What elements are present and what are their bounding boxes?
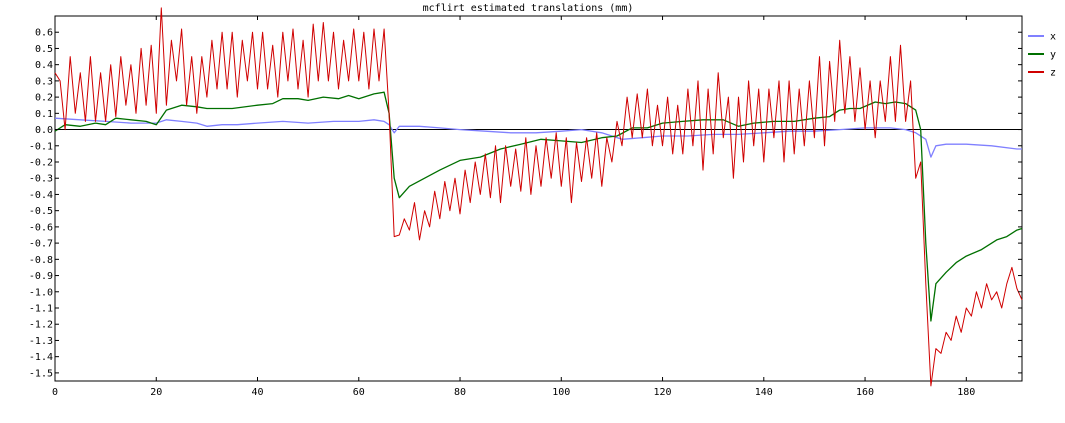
y-tick-label: -0.2 — [29, 158, 53, 169]
x-tick-label: 0 — [52, 387, 58, 398]
y-tick-label: -0.7 — [29, 239, 53, 250]
series-layer — [54, 7, 1023, 387]
x-tick-label: 120 — [654, 387, 672, 398]
y-tick-label: -0.3 — [29, 174, 53, 185]
x-tick-label: 20 — [150, 387, 162, 398]
y-tick-label: -1.4 — [29, 352, 53, 363]
y-tick-label: 0.3 — [35, 76, 53, 87]
y-tick-label: -1.1 — [29, 304, 53, 315]
x-tick-label: 180 — [957, 387, 975, 398]
y-tick-label: -0.4 — [29, 190, 53, 201]
legend-label-x: x — [1050, 32, 1056, 43]
x-tick-label: 80 — [454, 387, 466, 398]
x-tick-label: 100 — [552, 387, 570, 398]
legend-label-z: z — [1050, 68, 1056, 79]
y-tick-label: -0.1 — [29, 141, 53, 152]
y-tick-label: 0.1 — [35, 109, 53, 120]
y-tick-label: 0.5 — [35, 44, 53, 55]
y-tick-label: -0.9 — [29, 271, 53, 282]
y-tick-label: -0.6 — [29, 222, 53, 233]
y-tick-label: -0.5 — [29, 206, 53, 217]
y-tick-label: 0.6 — [35, 28, 53, 39]
series-line-z — [54, 7, 1023, 387]
y-tick-label: -0.8 — [29, 255, 53, 266]
x-tick-label: 40 — [251, 387, 263, 398]
plot-border — [54, 15, 1023, 382]
y-tick-label: 0.2 — [35, 93, 53, 104]
y-tick-label: 0.4 — [35, 60, 53, 71]
series-line-x — [54, 117, 1022, 158]
legend: xyz — [1028, 32, 1056, 79]
axis-layer: 0.6 0.5 0.4 0.3 0.2 0.1 0.0 -0.1 -0.2 -0.3 -0.4 -0.… — [29, 16, 1022, 398]
series-line-y — [54, 91, 1023, 322]
y-tick-label: -1.3 — [29, 336, 53, 347]
chart-title: mcflirt estimated translations (mm) — [423, 3, 634, 14]
y-tick-label: -1.5 — [29, 368, 53, 379]
y-tick-label: -1.2 — [29, 320, 53, 331]
y-tick-label: -1.0 — [29, 287, 53, 298]
x-tick-label: 60 — [353, 387, 365, 398]
plot-frame — [54, 15, 1023, 382]
x-tick-label: 160 — [856, 387, 874, 398]
legend-label-y: y — [1050, 50, 1056, 61]
y-tick-label: 0.0 — [35, 125, 53, 136]
x-tick-label: 140 — [755, 387, 773, 398]
